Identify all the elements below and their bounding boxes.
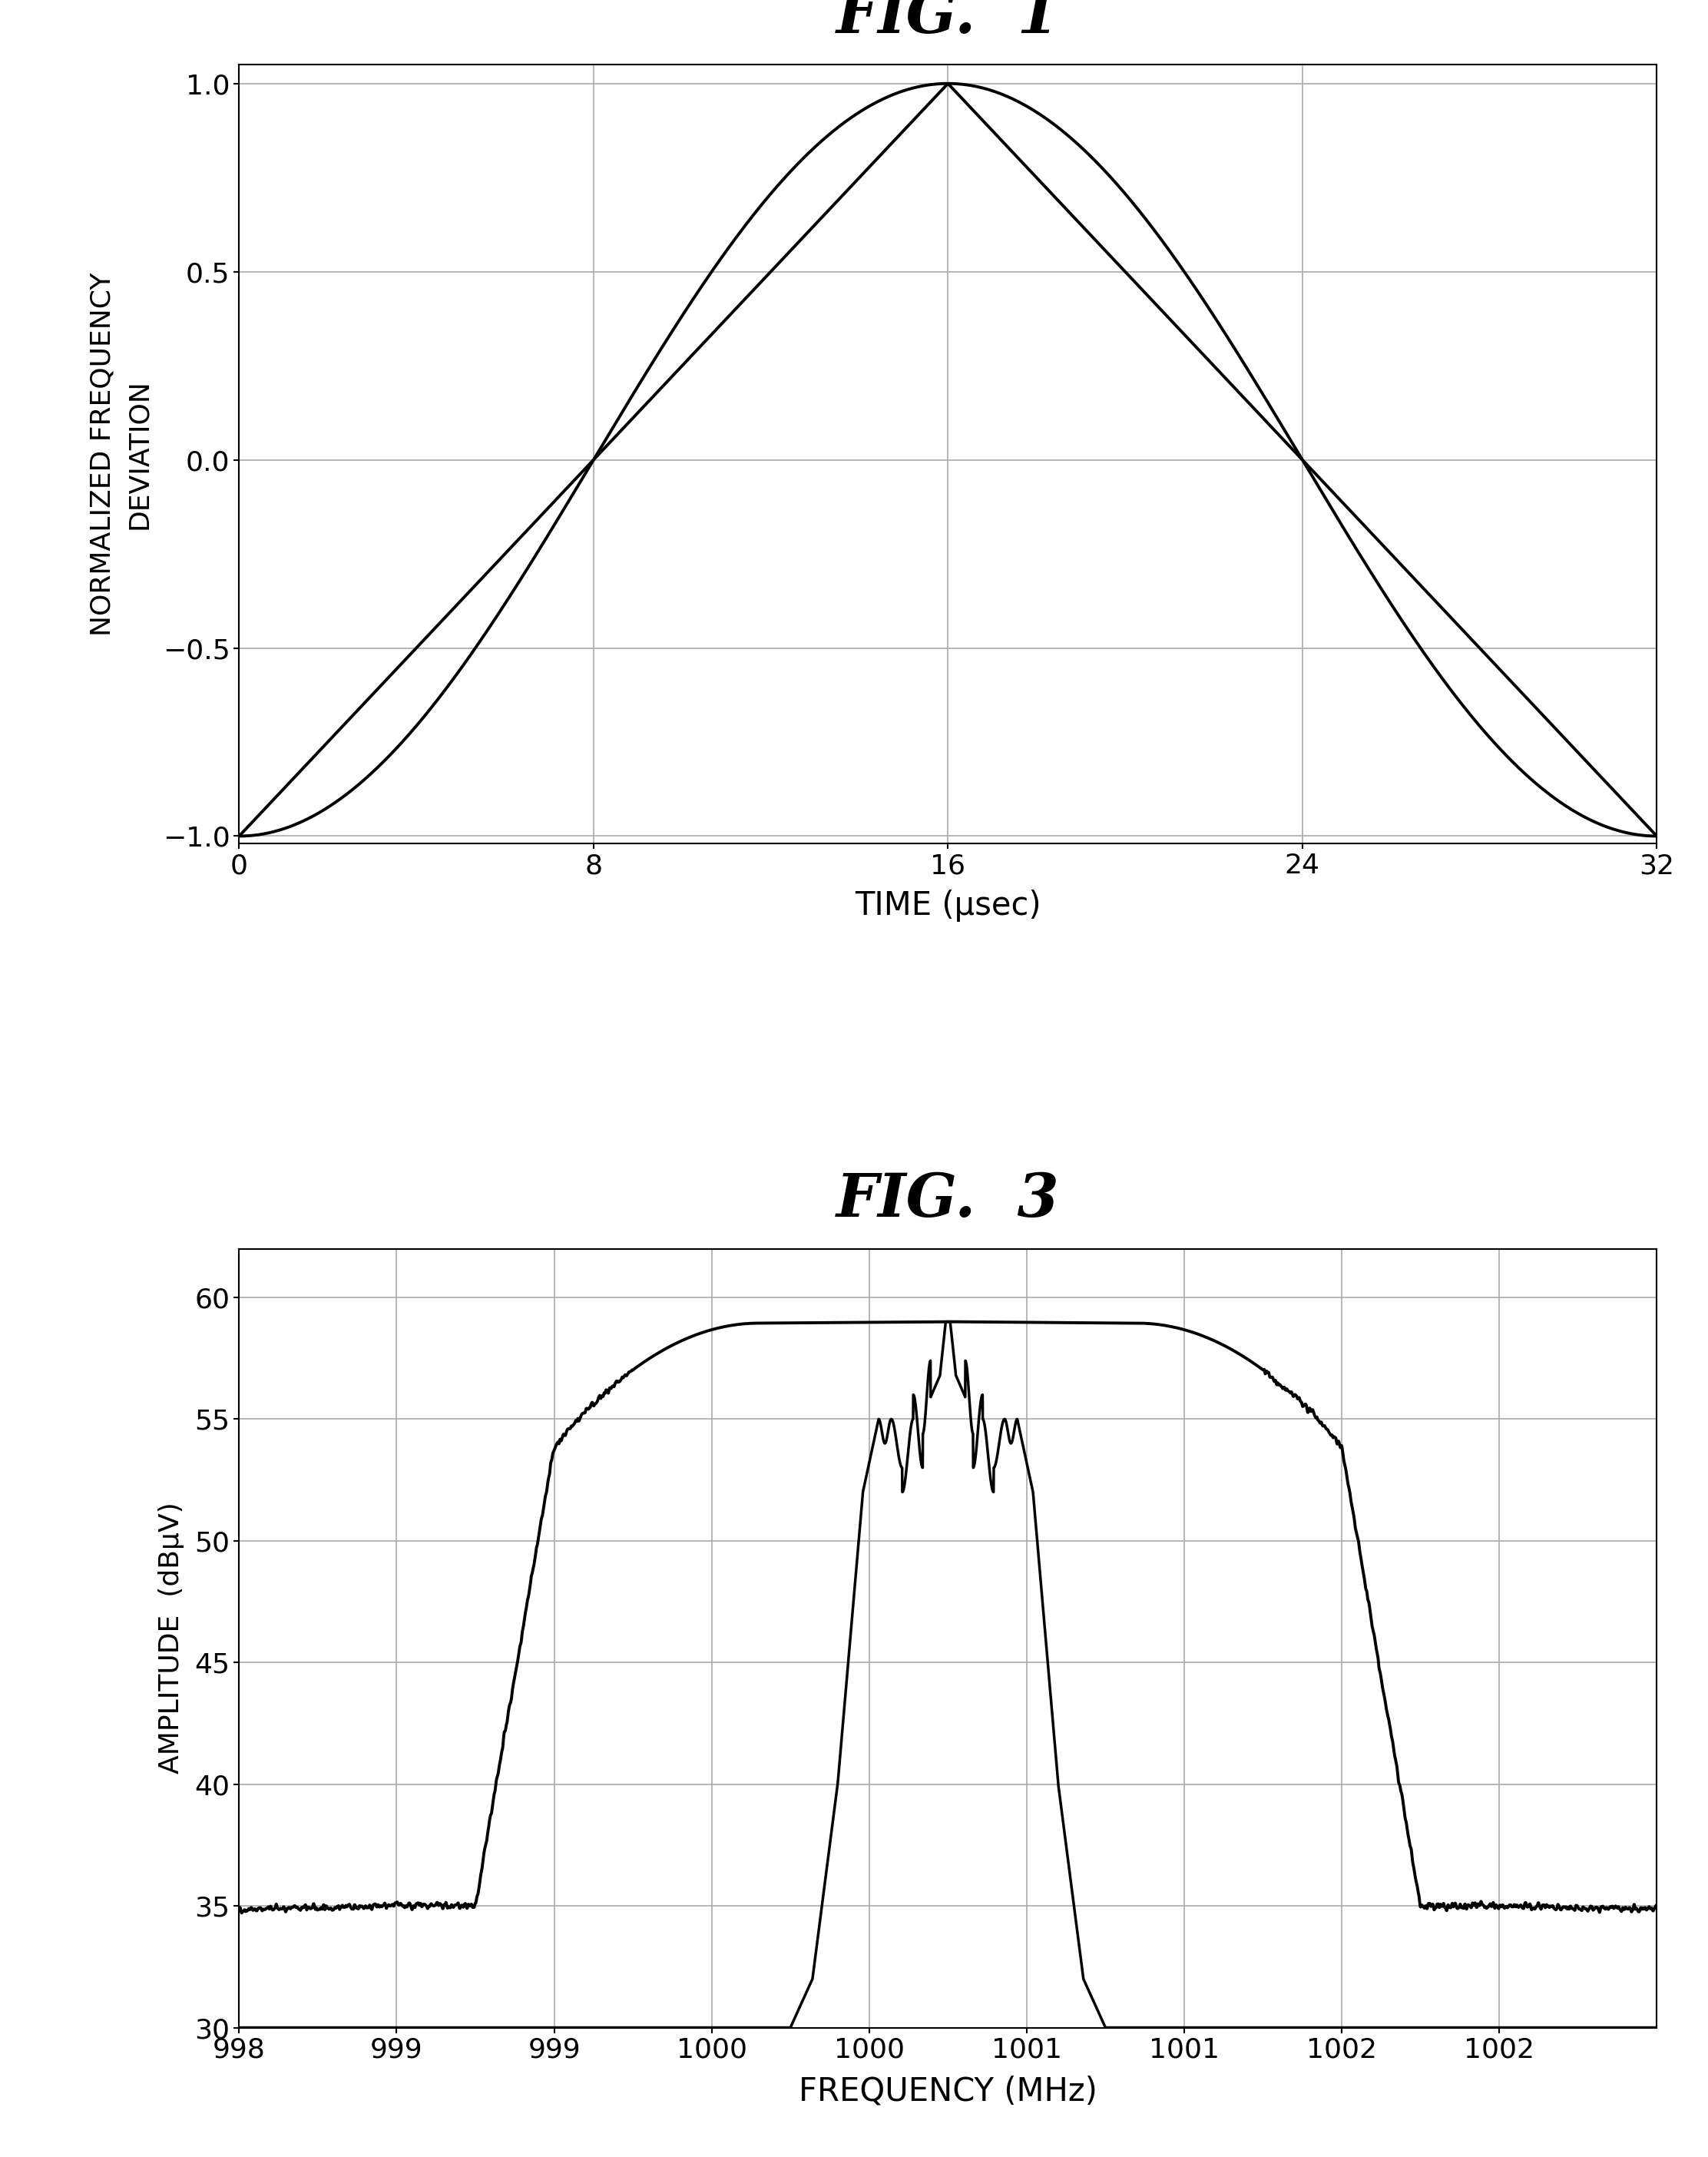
X-axis label: TIME (μsec): TIME (μsec) <box>854 889 1042 921</box>
X-axis label: FREQUENCY (MHz): FREQUENCY (MHz) <box>799 2075 1097 2107</box>
Y-axis label: NORMALIZED FREQUENCY
DEVIATION: NORMALIZED FREQUENCY DEVIATION <box>89 272 152 636</box>
Y-axis label: AMPLITUDE  (dBμV): AMPLITUDE (dBμV) <box>157 1501 184 1773</box>
Title: FIG.  3: FIG. 3 <box>837 1171 1059 1229</box>
Title: FIG.  1: FIG. 1 <box>837 0 1059 45</box>
